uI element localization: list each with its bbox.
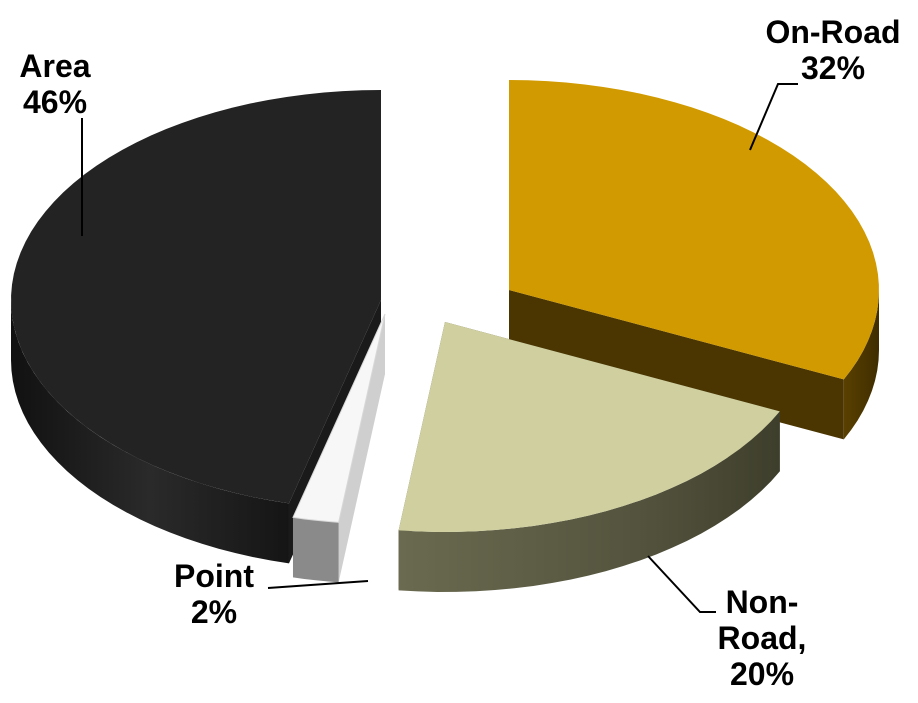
slice-on-road-wall-1 bbox=[509, 290, 844, 440]
label-non-road-name-line2: Road, bbox=[717, 620, 807, 656]
label-on-road-name: On-Road bbox=[765, 14, 901, 50]
label-point-value: 2% bbox=[190, 594, 238, 630]
slice-non-road-side bbox=[398, 411, 780, 592]
leader-line-non-road bbox=[647, 555, 716, 613]
label-area-name: Area bbox=[19, 48, 91, 84]
label-point: Point 2% bbox=[160, 558, 268, 630]
slice-on-road bbox=[509, 80, 879, 380]
slice-on-road-side bbox=[843, 290, 879, 440]
label-point-name: Point bbox=[174, 558, 254, 594]
label-area: Area 46% bbox=[0, 48, 110, 120]
slice-non-road bbox=[398, 322, 780, 532]
slice-area bbox=[11, 90, 382, 504]
label-on-road-value: 32% bbox=[800, 50, 866, 86]
label-non-road: Non- Road, 20% bbox=[692, 584, 832, 692]
slice-point bbox=[292, 313, 386, 523]
label-non-road-name-line1: Non- bbox=[725, 584, 799, 620]
label-on-road: On-Road 32% bbox=[748, 14, 918, 86]
slice-area-side bbox=[11, 300, 289, 564]
label-non-road-value: 20% bbox=[729, 656, 795, 692]
leader-line-point bbox=[267, 580, 369, 589]
leader-line-on-road bbox=[749, 83, 798, 151]
slice-point-side bbox=[292, 517, 339, 583]
label-area-value: 46% bbox=[22, 84, 88, 120]
